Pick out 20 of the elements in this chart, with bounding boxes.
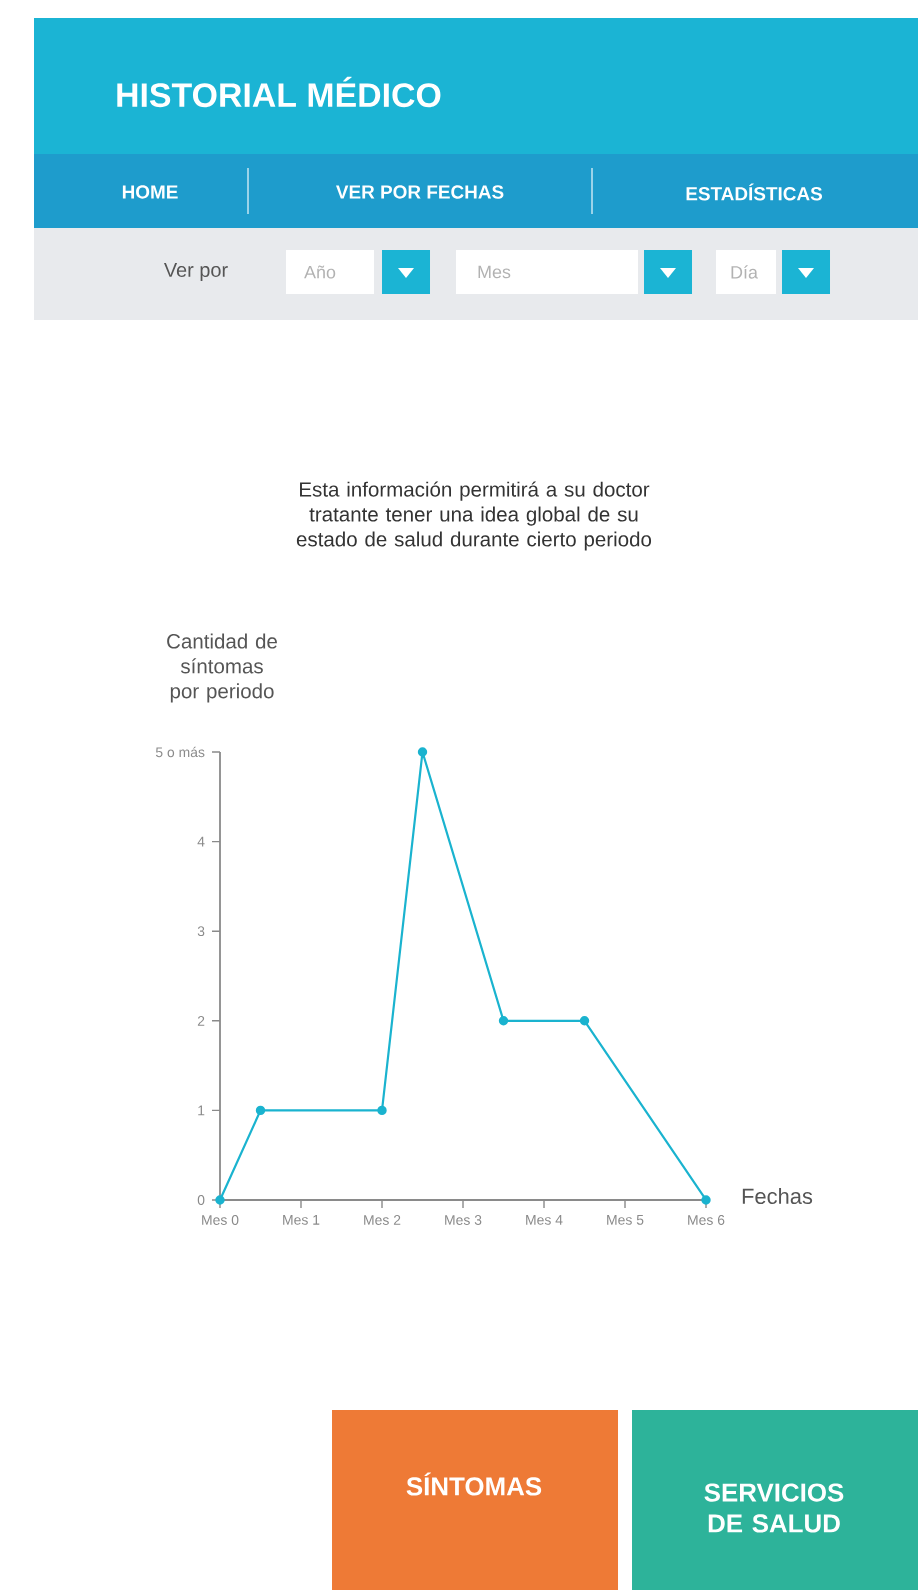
x-axis-title: Fechas <box>742 1187 813 1205</box>
text: Ver por <box>163 263 228 281</box>
text: SÍNTOMAS <box>406 1472 542 1496</box>
point <box>377 1105 387 1116</box>
text: Mes <box>478 265 511 279</box>
text: HOME <box>122 185 178 199</box>
chart-title: HISTORIAL MÉDICO <box>117 76 441 108</box>
text: ESTADÍSTICAS <box>686 183 822 201</box>
point <box>255 1105 266 1116</box>
text: SERVICIOS DE SALUD <box>704 1483 844 1533</box>
point <box>701 1195 711 1205</box>
y-axis-title: Cantidad de síntomas por periodo <box>167 633 277 703</box>
text: VER POR FECHAS <box>335 185 504 199</box>
text: Día <box>731 265 758 279</box>
text: Año <box>304 265 336 279</box>
point <box>498 1016 509 1026</box>
point <box>579 1016 590 1026</box>
point <box>417 747 428 757</box>
chart-subtitle: Esta información permitirá a su doctor tratante tener una idea global de su estado de salud durante cierto periodo <box>296 481 652 551</box>
point <box>215 1195 225 1205</box>
